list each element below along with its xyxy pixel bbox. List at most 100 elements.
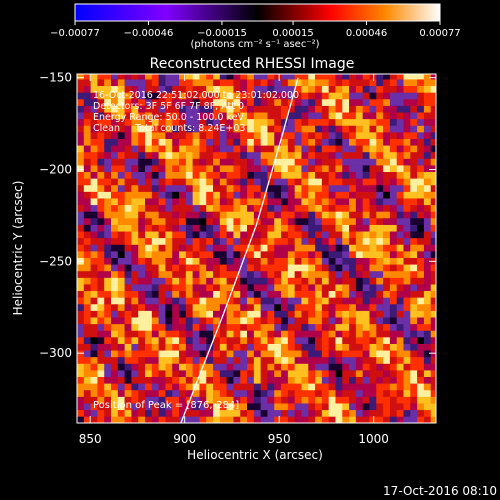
heatmap-cell — [355, 244, 363, 252]
heatmap-cell — [117, 270, 125, 278]
heatmap-cell — [83, 277, 91, 285]
heatmap-cell — [281, 231, 289, 239]
heatmap-cell — [77, 237, 85, 245]
heatmap-cell — [206, 244, 214, 252]
heatmap-cell — [349, 264, 357, 272]
heatmap-cell — [410, 158, 418, 166]
heatmap-cell — [213, 356, 221, 364]
heatmap-cell — [111, 317, 119, 325]
heatmap-cell — [179, 132, 187, 139]
heatmap-cell — [287, 350, 295, 358]
heatmap-cell — [260, 98, 268, 106]
heatmap-cell — [138, 158, 146, 166]
heatmap-cell — [226, 389, 234, 397]
heatmap-cell — [396, 92, 404, 100]
heatmap-cell — [111, 389, 119, 397]
heatmap-cell — [226, 270, 234, 278]
heatmap-cell — [376, 244, 384, 252]
heatmap-cell — [383, 112, 391, 120]
heatmap-cell — [240, 270, 248, 278]
heatmap-cell — [77, 343, 85, 351]
heatmap-cell — [267, 145, 275, 153]
heatmap-cell — [389, 389, 397, 397]
heatmap-cell — [179, 264, 187, 272]
heatmap-cell — [260, 211, 268, 219]
heatmap-cell — [219, 303, 227, 311]
heatmap-cell — [138, 92, 146, 100]
heatmap-cell — [219, 383, 227, 391]
heatmap-cell — [430, 171, 437, 179]
heatmap-cell — [396, 297, 404, 305]
heatmap-cell — [247, 363, 255, 371]
heatmap-cell — [423, 184, 432, 192]
heatmap-cell — [247, 158, 255, 166]
heatmap-cell — [83, 290, 91, 298]
heatmap-cell — [77, 383, 85, 391]
heatmap-cell — [260, 145, 268, 153]
heatmap-cell — [83, 370, 91, 378]
heatmap-cell — [145, 343, 153, 351]
heatmap-cell — [145, 191, 153, 199]
heatmap-cell — [77, 284, 85, 292]
heatmap-cell — [124, 383, 132, 391]
heatmap-cell — [417, 270, 425, 278]
heatmap-cell — [396, 330, 404, 338]
heatmap-cell — [335, 389, 343, 397]
heatmap-cell — [349, 178, 357, 186]
heatmap-cell — [111, 224, 119, 232]
footer-date: 17-Oct-2016 08:10 — [383, 484, 497, 498]
heatmap-cell — [185, 237, 193, 245]
heatmap-cell — [83, 74, 91, 80]
heatmap-cell — [369, 396, 377, 404]
heatmap-cell — [328, 178, 336, 186]
heatmap-cell — [315, 323, 323, 331]
heatmap-cell — [192, 92, 200, 100]
heatmap-cell — [410, 317, 418, 325]
heatmap-cell — [328, 198, 336, 206]
heatmap-cell — [145, 198, 153, 206]
heatmap-cell — [423, 303, 432, 311]
heatmap-cell — [90, 264, 98, 272]
heatmap-cell — [321, 264, 329, 272]
heatmap-cell — [423, 244, 432, 252]
heatmap-cell — [410, 257, 418, 265]
heatmap-cell — [410, 376, 418, 384]
heatmap-cell — [294, 218, 302, 225]
heatmap-cell — [315, 151, 323, 159]
heatmap-cell — [165, 231, 173, 239]
heatmap-cell — [403, 264, 411, 272]
heatmap-cell — [281, 165, 289, 173]
heatmap-cell — [233, 178, 241, 186]
heatmap-cell — [111, 138, 119, 146]
heatmap-cell — [90, 356, 98, 364]
heatmap-cell — [90, 79, 98, 87]
heatmap-cell — [274, 125, 282, 133]
heatmap-cell — [185, 337, 193, 344]
heatmap-cell — [233, 303, 241, 311]
heatmap-cell — [145, 112, 153, 120]
heatmap-cell — [206, 125, 214, 133]
heatmap-cell — [179, 389, 187, 397]
heatmap-cell — [294, 92, 302, 100]
heatmap-cell — [267, 118, 275, 126]
heatmap-cell — [124, 191, 132, 199]
heatmap-cell — [138, 191, 146, 199]
heatmap-cell — [383, 74, 391, 80]
heatmap-cell — [90, 224, 98, 232]
heatmap-cell — [240, 171, 248, 179]
heatmap-cell — [138, 370, 146, 378]
heatmap-cell — [287, 264, 295, 272]
heatmap-cell — [281, 198, 289, 206]
heatmap-cell — [403, 218, 411, 225]
heatmap-cell — [90, 284, 98, 292]
heatmap-cell — [362, 92, 370, 100]
heatmap-cell — [362, 105, 370, 113]
heatmap-cell — [376, 218, 384, 225]
heatmap-cell — [117, 376, 125, 384]
heatmap-cell — [423, 337, 432, 344]
heatmap-cell — [199, 310, 207, 318]
heatmap-cell — [396, 251, 404, 258]
annotation-clean-counts: Clean Total counts: 8.24E+03 — [93, 123, 245, 134]
heatmap-cell — [158, 264, 166, 272]
heatmap-cell — [315, 363, 323, 371]
